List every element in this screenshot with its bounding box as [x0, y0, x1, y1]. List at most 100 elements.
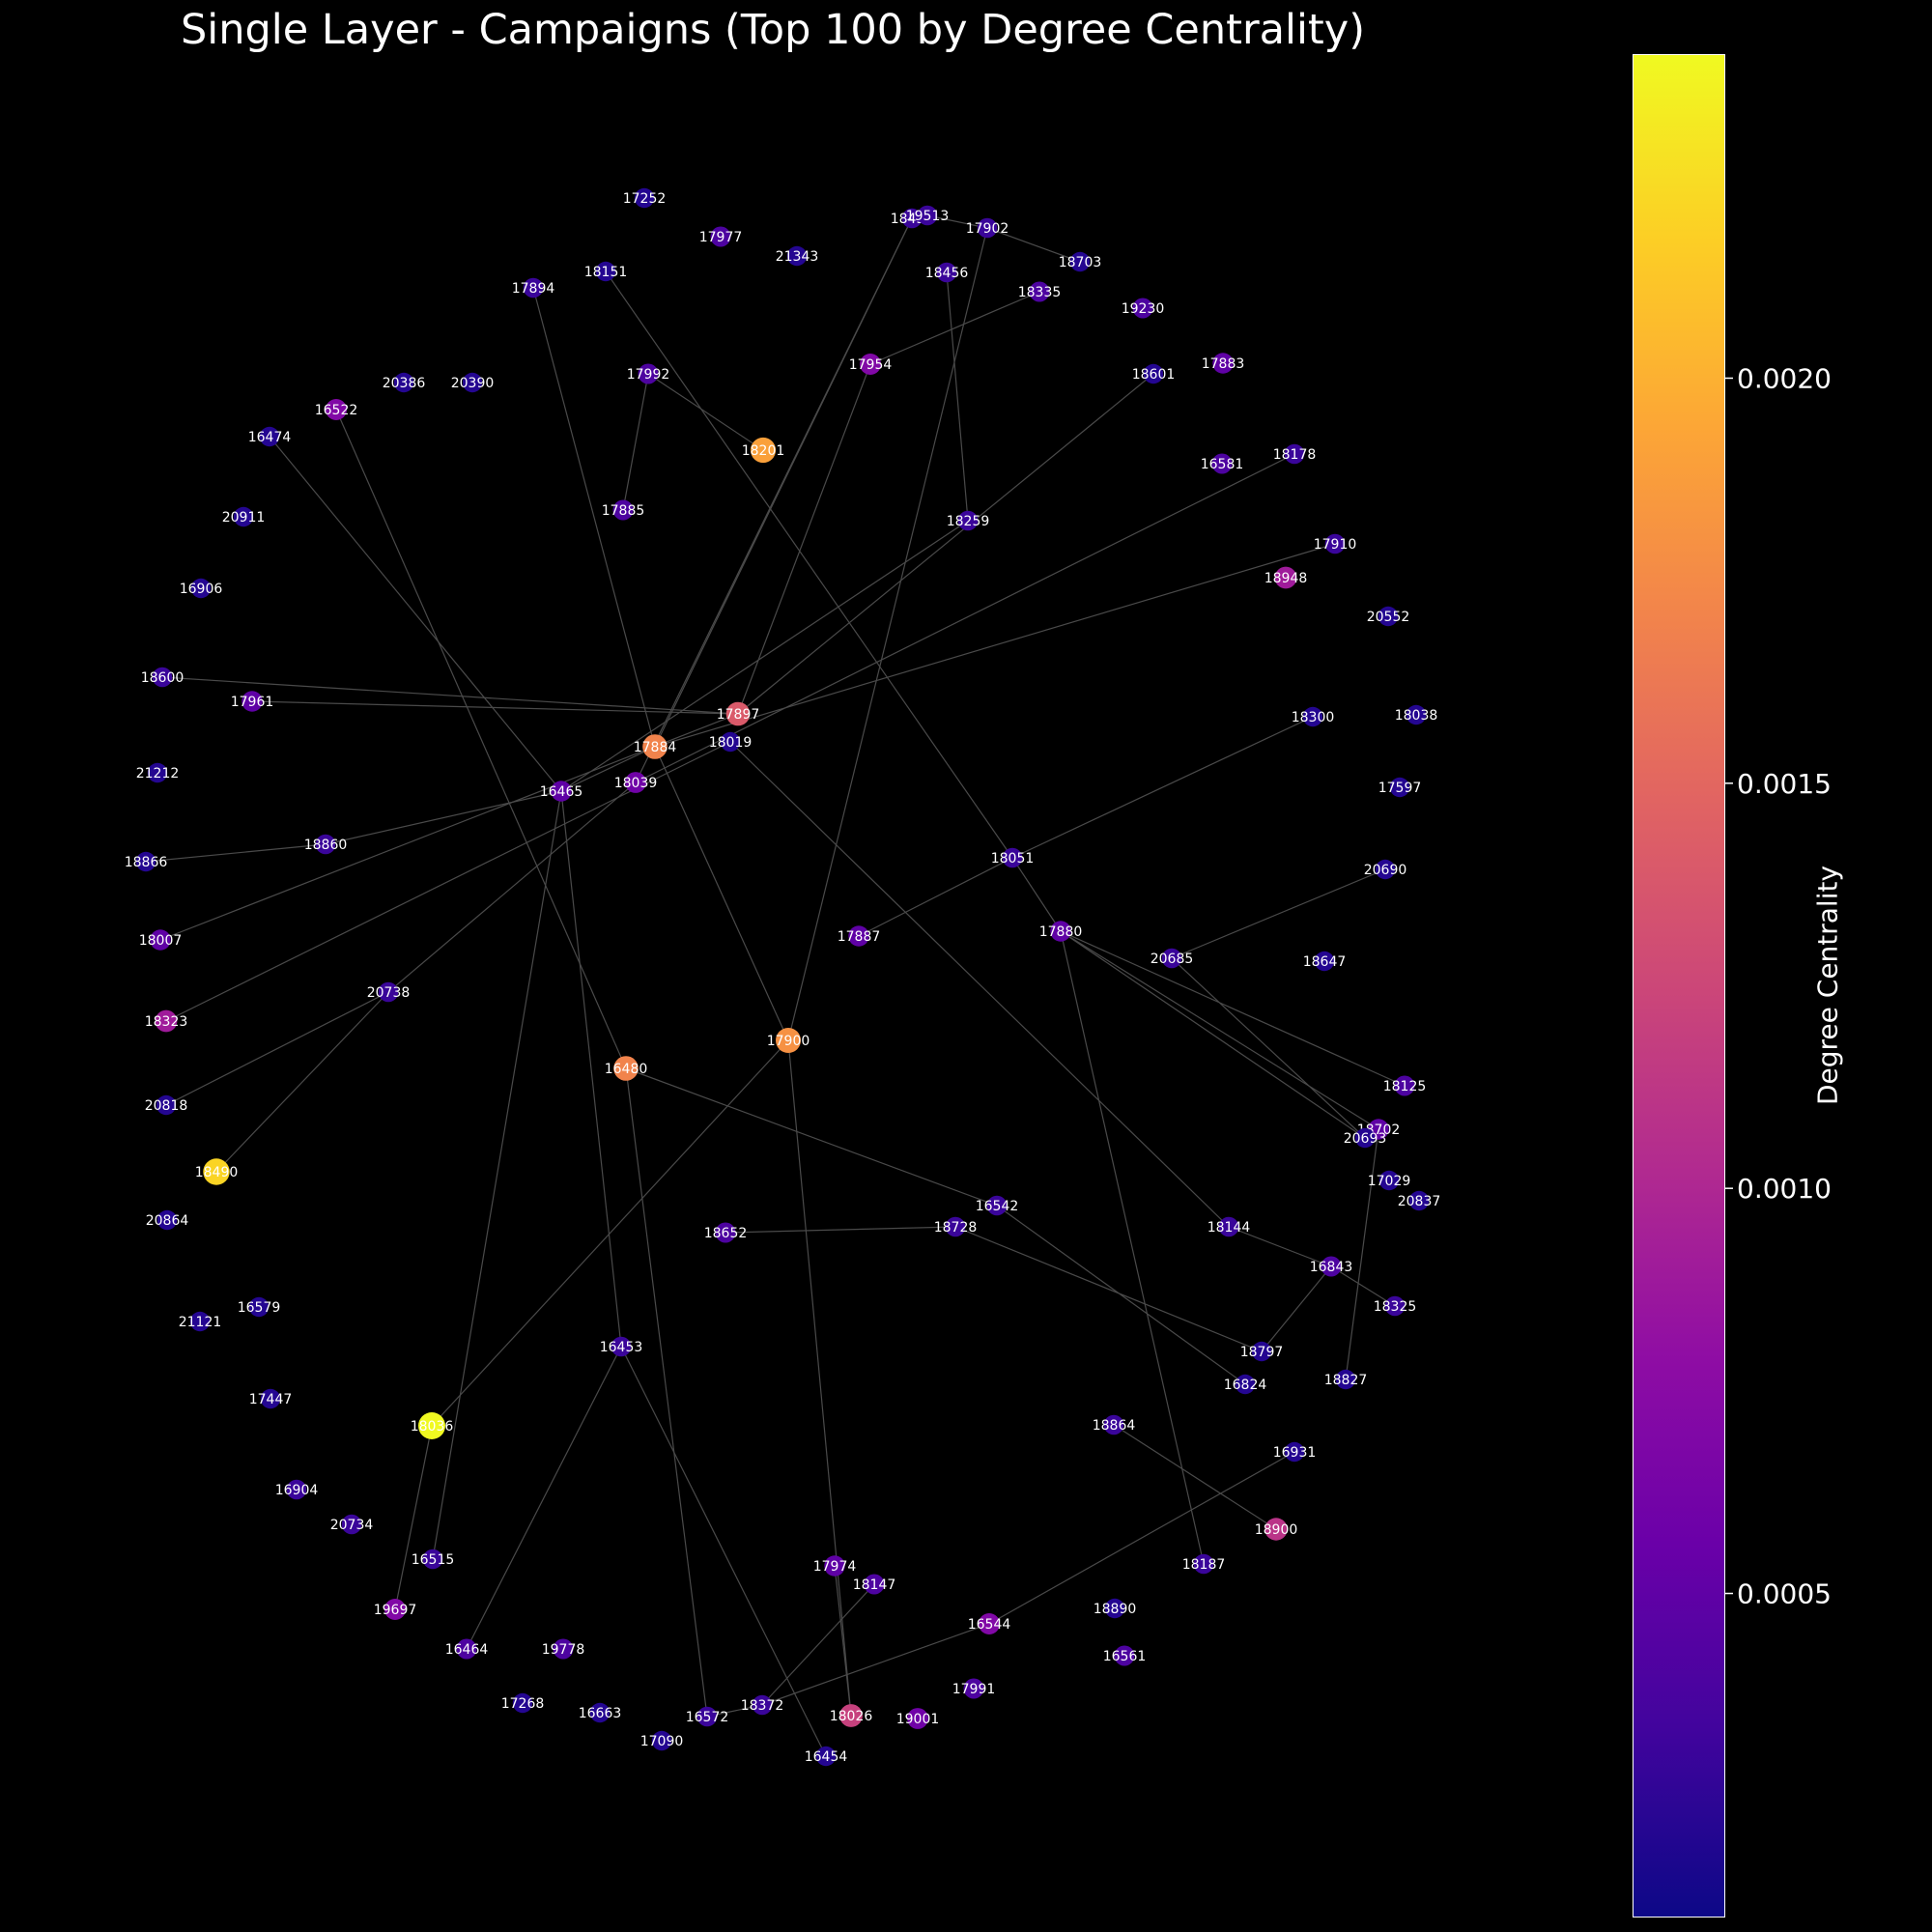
node-circle[interactable] [341, 1514, 362, 1535]
node-20386[interactable]: 20386 [383, 372, 426, 393]
node-circle[interactable] [1251, 1341, 1272, 1362]
node-circle[interactable] [1161, 948, 1182, 969]
node-16931[interactable]: 16931 [1273, 1441, 1317, 1463]
node-18601[interactable]: 18601 [1132, 363, 1176, 384]
node-circle[interactable] [715, 1222, 736, 1243]
node-18827[interactable]: 18827 [1324, 1369, 1368, 1390]
node-18647[interactable]: 18647 [1303, 951, 1347, 972]
node-circle[interactable] [595, 261, 616, 282]
node-17992[interactable]: 17992 [627, 363, 670, 384]
node-circle[interactable] [1103, 1414, 1124, 1435]
node-circle[interactable] [1378, 1170, 1400, 1191]
node-18490[interactable]: 18490 [195, 1158, 239, 1185]
node-circle[interactable] [638, 363, 659, 384]
node-17974[interactable]: 17974 [813, 1555, 857, 1577]
node-circle[interactable] [512, 1692, 533, 1714]
node-17268[interactable]: 17268 [501, 1692, 545, 1714]
node-17090[interactable]: 17090 [640, 1730, 684, 1751]
node-circle[interactable] [1284, 443, 1305, 465]
node-20911[interactable]: 20911 [222, 506, 266, 527]
node-16904[interactable]: 16904 [275, 1479, 319, 1500]
node-circle[interactable] [1314, 951, 1335, 972]
node-17597[interactable]: 17597 [1378, 777, 1422, 798]
node-18259[interactable]: 18259 [947, 510, 990, 531]
node-circle[interactable] [189, 1311, 211, 1332]
node-circle[interactable] [259, 426, 280, 447]
node-18335[interactable]: 18335 [1018, 281, 1062, 302]
node-circle[interactable] [625, 772, 646, 793]
node-16480[interactable]: 16480 [605, 1056, 648, 1081]
node-16542[interactable]: 16542 [976, 1195, 1019, 1216]
node-circle[interactable] [135, 851, 156, 872]
node-circle[interactable] [1302, 706, 1323, 727]
node-circle[interactable] [242, 691, 263, 712]
node-circle[interactable] [523, 277, 544, 298]
node-17954[interactable]: 17954 [849, 354, 893, 375]
node-20685[interactable]: 20685 [1151, 948, 1194, 969]
node-circle[interactable] [315, 834, 336, 855]
node-circle[interactable] [1406, 704, 1427, 725]
node-circle[interactable] [1335, 1369, 1356, 1390]
node-19697[interactable]: 19697 [374, 1599, 417, 1620]
node-circle[interactable] [553, 1638, 574, 1660]
node-18007[interactable]: 18007 [139, 929, 183, 951]
node-circle[interactable] [462, 372, 483, 393]
node-18948[interactable]: 18948 [1264, 566, 1308, 589]
node-18703[interactable]: 18703 [1059, 251, 1102, 272]
node-17902[interactable]: 17902 [966, 217, 1009, 239]
node-19230[interactable]: 19230 [1122, 298, 1165, 319]
node-circle[interactable] [979, 1613, 1000, 1634]
node-18178[interactable]: 18178 [1273, 443, 1317, 465]
node-circle[interactable] [155, 1009, 178, 1033]
node-circle[interactable] [710, 226, 731, 247]
node-circle[interactable] [1389, 777, 1410, 798]
node-16544[interactable]: 16544 [968, 1613, 1011, 1634]
node-20693[interactable]: 20693 [1344, 1127, 1387, 1149]
node-circle[interactable] [824, 1555, 845, 1577]
node-20738[interactable]: 20738 [367, 981, 411, 1003]
node-16579[interactable]: 16579 [238, 1296, 281, 1318]
node-circle[interactable] [1002, 847, 1023, 868]
node-circle[interactable] [1069, 251, 1091, 272]
node-circle[interactable] [378, 981, 399, 1003]
node-circle[interactable] [864, 1574, 885, 1595]
node-circle[interactable] [286, 1479, 307, 1500]
node-circle[interactable] [551, 781, 572, 802]
node-20552[interactable]: 20552 [1367, 606, 1410, 627]
node-18187[interactable]: 18187 [1182, 1553, 1226, 1575]
node-circle[interactable] [1104, 1598, 1125, 1619]
node-circle[interactable] [1264, 1518, 1288, 1541]
node-circle[interactable] [839, 1704, 863, 1727]
node-circle[interactable] [815, 1746, 837, 1767]
node-16465[interactable]: 16465 [540, 781, 583, 802]
node-16581[interactable]: 16581 [1201, 453, 1244, 474]
node-20690[interactable]: 20690 [1364, 859, 1407, 880]
node-circle[interactable] [393, 372, 414, 393]
node-circle[interactable] [1050, 921, 1071, 942]
node-circle[interactable] [612, 499, 634, 521]
node-18864[interactable]: 18864 [1093, 1414, 1136, 1435]
node-17991[interactable]: 17991 [952, 1678, 996, 1699]
node-18456[interactable]: 18456 [925, 262, 969, 283]
node-17880[interactable]: 17880 [1039, 921, 1083, 942]
node-circle[interactable] [1284, 1441, 1305, 1463]
node-circle[interactable] [696, 1706, 718, 1727]
node-circle[interactable] [634, 187, 655, 209]
node-circle[interactable] [936, 262, 957, 283]
node-circle[interactable] [1274, 566, 1297, 589]
node-21212[interactable]: 21212 [136, 762, 180, 783]
node-17884[interactable]: 17884 [634, 734, 677, 759]
node-circle[interactable] [613, 1056, 639, 1081]
node-circle[interactable] [963, 1678, 984, 1699]
node-circle[interactable] [248, 1296, 270, 1318]
node-20818[interactable]: 20818 [145, 1094, 188, 1116]
node-16454[interactable]: 16454 [805, 1746, 848, 1767]
node-18325[interactable]: 18325 [1374, 1295, 1417, 1317]
node-circle[interactable] [203, 1158, 230, 1185]
node-18652[interactable]: 18652 [704, 1222, 748, 1243]
node-16572[interactable]: 16572 [686, 1706, 729, 1727]
node-circle[interactable] [1321, 1256, 1342, 1277]
node-17900[interactable]: 17900 [767, 1028, 810, 1053]
node-circle[interactable] [917, 205, 938, 226]
node-circle[interactable] [651, 1730, 672, 1751]
